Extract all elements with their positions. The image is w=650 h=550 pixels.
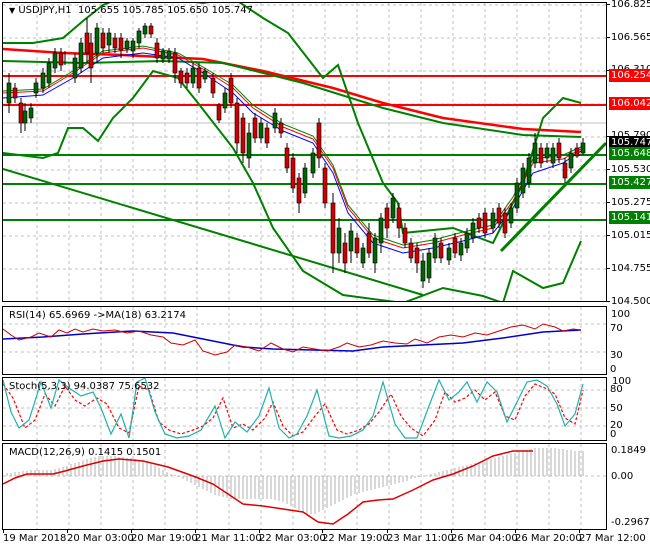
- stochastic-title: Stoch(5,3,3) 94.0387 75.6532: [9, 381, 160, 392]
- macd-canvas: [3, 444, 606, 529]
- time-label: 21 Mar 11:00: [195, 533, 262, 544]
- axis-label: 50: [610, 403, 623, 414]
- price-chart-canvas: [3, 3, 606, 301]
- price-tag-resistance-2: 106.042: [609, 97, 650, 110]
- time-label: 27 Mar 12:00: [579, 533, 646, 544]
- price-chart-panel[interactable]: ▼ USDJPY,H1 105.655 105.785 105.650 105.…: [2, 2, 607, 302]
- time-label: 20 Mar 03:00: [67, 533, 134, 544]
- axis-label: 104.500: [611, 296, 650, 307]
- axis-label: 0: [610, 364, 617, 375]
- triangle-down-icon[interactable]: ▼: [9, 6, 16, 15]
- ohlc-values: 105.655 105.785 105.650 105.747: [78, 5, 253, 16]
- axis-label: 70: [610, 323, 623, 334]
- time-label: 23 Mar 11:00: [387, 533, 454, 544]
- axis-label: 0: [610, 429, 617, 440]
- axis-label: 105.275: [611, 197, 650, 208]
- axis-label: 105.790: [611, 130, 650, 141]
- time-label: 22 Mar 19:00: [322, 533, 389, 544]
- axis-label: 106.565: [611, 32, 650, 43]
- axis-label: 80: [610, 384, 623, 395]
- rsi-title: RSI(14) 65.6969 ->MA(18) 63.2174: [9, 310, 186, 321]
- time-label: 19 Mar 2018: [3, 533, 67, 544]
- rsi-panel[interactable]: RSI(14) 65.6969 ->MA(18) 63.2174: [2, 306, 607, 375]
- time-label: 26 Mar 04:00: [451, 533, 518, 544]
- chart-header: ▼ USDJPY,H1 105.655 105.785 105.650 105.…: [9, 5, 253, 16]
- price-tag-resistance-1: 106.254: [609, 69, 650, 82]
- axis-label: 100: [612, 376, 632, 387]
- stochastic-canvas: [3, 378, 606, 440]
- price-tag-support-1: 105.648: [609, 147, 650, 160]
- symbol-label: USDJPY,H1: [18, 5, 72, 16]
- price-tag-current: 105.747: [609, 136, 650, 149]
- axis-label: 0.00: [611, 471, 634, 482]
- axis-label: 104.755: [611, 263, 650, 274]
- time-label: 20 Mar 19:00: [131, 533, 198, 544]
- axis-label: 106.825: [611, 0, 650, 10]
- stochastic-panel[interactable]: Stoch(5,3,3) 94.0387 75.6532: [2, 377, 607, 441]
- price-tag-support-2: 105.427: [609, 176, 650, 189]
- time-label: 22 Mar 03:00: [259, 533, 326, 544]
- axis-label: 100: [611, 309, 631, 320]
- macd-title: MACD(12,26,9) 0.1415 0.1501: [9, 447, 162, 458]
- axis-label: -0.2967: [611, 517, 650, 528]
- macd-panel[interactable]: MACD(12,26,9) 0.1415 0.1501: [2, 443, 607, 530]
- price-tag-support-3: 105.141: [609, 211, 650, 224]
- rsi-canvas: [3, 307, 606, 374]
- axis-label: 30: [610, 350, 623, 361]
- axis-label: 105.015: [611, 230, 650, 241]
- time-label: 26 Mar 20:00: [515, 533, 582, 544]
- axis-label: 0.1849: [611, 445, 646, 456]
- axis-label: 105.530: [611, 164, 650, 175]
- axis-label: 20: [610, 420, 623, 431]
